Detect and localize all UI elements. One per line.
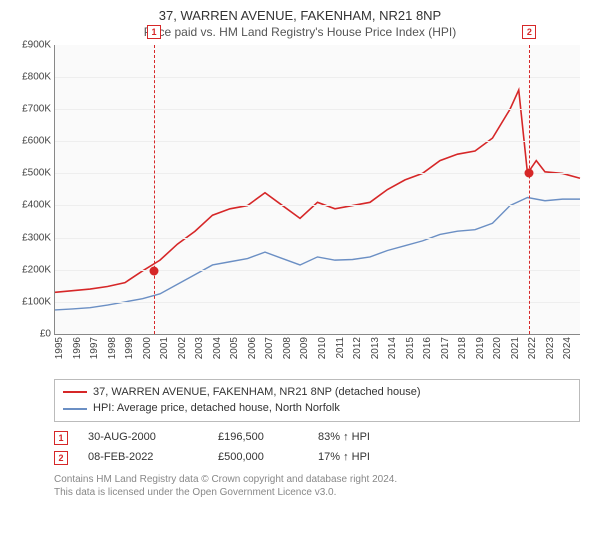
x-tick-label: 2008 (282, 337, 293, 359)
x-tick-label: 1998 (107, 337, 118, 359)
x-tick-label: 2002 (177, 337, 188, 359)
x-tick-label: 2004 (212, 337, 223, 359)
legend-item-property: 37, WARREN AVENUE, FAKENHAM, NR21 8NP (d… (63, 384, 571, 401)
chart-title: 37, WARREN AVENUE, FAKENHAM, NR21 8NP (12, 8, 588, 25)
footer: Contains HM Land Registry data © Crown c… (54, 473, 588, 499)
series-svg (55, 45, 580, 334)
y-tick-label: £900K (13, 39, 51, 50)
footer-line-1: Contains HM Land Registry data © Crown c… (54, 473, 588, 486)
legend: 37, WARREN AVENUE, FAKENHAM, NR21 8NP (d… (54, 379, 580, 422)
event-dot-2 (525, 169, 534, 178)
y-tick-label: £400K (13, 200, 51, 211)
x-tick-label: 2011 (335, 337, 346, 359)
legend-label-hpi: HPI: Average price, detached house, Nort… (93, 400, 340, 417)
x-tick-label: 2016 (422, 337, 433, 359)
x-tick-label: 2019 (475, 337, 486, 359)
footer-line-2: This data is licensed under the Open Gov… (54, 486, 588, 499)
x-tick-label: 2023 (545, 337, 556, 359)
x-tick-label: 2005 (229, 337, 240, 359)
event-date-1: 30-AUG-2000 (88, 428, 198, 448)
x-tick-label: 2000 (142, 337, 153, 359)
y-tick-label: £0 (13, 328, 51, 339)
x-tick-label: 2021 (510, 337, 521, 359)
x-tick-label: 2013 (370, 337, 381, 359)
x-tick-label: 2012 (352, 337, 363, 359)
y-tick-label: £200K (13, 264, 51, 275)
x-tick-label: 1995 (54, 337, 65, 359)
events-table: 1 30-AUG-2000 £196,500 83% ↑ HPI 2 08-FE… (54, 428, 580, 468)
x-tick-label: 2006 (247, 337, 258, 359)
event-dot-1 (150, 266, 159, 275)
chart-subtitle: Price paid vs. HM Land Registry's House … (12, 25, 588, 39)
x-tick-label: 2001 (159, 337, 170, 359)
event-marker-box-1: 1 (147, 25, 161, 39)
event-marker-1: 1 (54, 431, 68, 445)
event-marker-box-2: 2 (522, 25, 536, 39)
chart-container: 37, WARREN AVENUE, FAKENHAM, NR21 8NP Pr… (0, 0, 600, 560)
plot-area: £0£100K£200K£300K£400K£500K£600K£700K£80… (54, 45, 580, 335)
x-tick-label: 2003 (194, 337, 205, 359)
x-tick-label: 2009 (299, 337, 310, 359)
x-tick-label: 1999 (124, 337, 135, 359)
legend-item-hpi: HPI: Average price, detached house, Nort… (63, 400, 571, 417)
x-tick-label: 2018 (457, 337, 468, 359)
y-tick-label: £100K (13, 296, 51, 307)
y-tick-label: £700K (13, 104, 51, 115)
x-tick-label: 2014 (387, 337, 398, 359)
legend-swatch-hpi (63, 408, 87, 410)
y-tick-label: £600K (13, 136, 51, 147)
x-tick-label: 1996 (72, 337, 83, 359)
x-tick-label: 2024 (562, 337, 573, 359)
event-marker-2: 2 (54, 451, 68, 465)
event-hpi-1: 83% ↑ HPI (318, 428, 428, 448)
x-tick-label: 2015 (405, 337, 416, 359)
event-hpi-2: 17% ↑ HPI (318, 448, 428, 468)
x-tick-label: 2020 (492, 337, 503, 359)
event-price-2: £500,000 (218, 448, 298, 468)
event-line-2 (529, 45, 530, 334)
event-line-1 (154, 45, 155, 334)
x-tick-label: 2022 (527, 337, 538, 359)
y-tick-label: £800K (13, 72, 51, 83)
x-tick-label: 2010 (317, 337, 328, 359)
series-line-property (55, 90, 580, 292)
x-axis-labels: 1995 1996 1997 1998 1999 2000 2001 2002 2003 2004… (54, 337, 580, 375)
event-row-2: 2 08-FEB-2022 £500,000 17% ↑ HPI (54, 448, 580, 468)
x-tick-label: 2017 (440, 337, 451, 359)
y-tick-label: £300K (13, 232, 51, 243)
series-line-hpi (55, 197, 580, 309)
event-price-1: £196,500 (218, 428, 298, 448)
legend-swatch-property (63, 391, 87, 393)
x-tick-label: 2007 (264, 337, 275, 359)
legend-label-property: 37, WARREN AVENUE, FAKENHAM, NR21 8NP (d… (93, 384, 420, 401)
event-date-2: 08-FEB-2022 (88, 448, 198, 468)
x-tick-label: 1997 (89, 337, 100, 359)
y-tick-label: £500K (13, 168, 51, 179)
event-row-1: 1 30-AUG-2000 £196,500 83% ↑ HPI (54, 428, 580, 448)
chart-area: £0£100K£200K£300K£400K£500K£600K£700K£80… (54, 45, 580, 375)
